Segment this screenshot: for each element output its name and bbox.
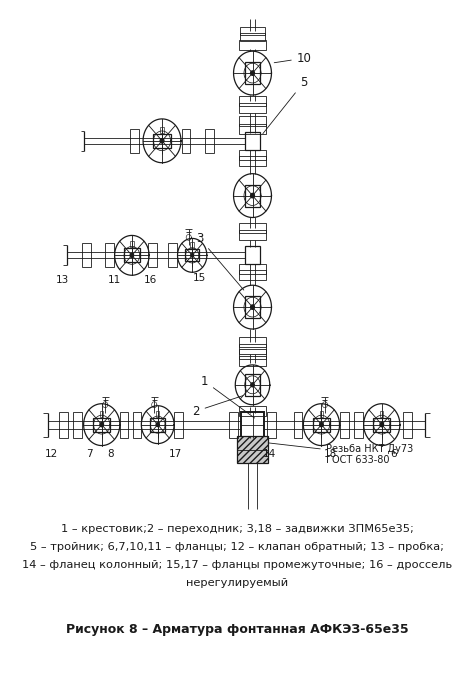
- Bar: [403, 412, 412, 437]
- Bar: [240, 33, 264, 41]
- Text: 1: 1: [201, 375, 255, 418]
- Bar: [105, 244, 114, 267]
- Bar: [182, 129, 191, 153]
- Polygon shape: [319, 422, 323, 427]
- Bar: [245, 132, 260, 150]
- Bar: [148, 244, 157, 267]
- Bar: [245, 296, 260, 318]
- Text: 5: 5: [263, 76, 307, 133]
- Bar: [239, 230, 266, 240]
- Bar: [239, 349, 266, 359]
- Bar: [191, 242, 194, 248]
- Bar: [241, 412, 264, 437]
- Bar: [239, 337, 266, 347]
- Bar: [245, 185, 260, 206]
- Bar: [100, 411, 103, 416]
- Text: 5 – тройник; 6,7,10,11 – фланцы; 12 – клапан обратный; 13 – пробка;: 5 – тройник; 6,7,10,11 – фланцы; 12 – кл…: [30, 542, 444, 552]
- Text: 1 – крестовик;2 – переходник; 3,18 – задвижки ЗПМ65е35;: 1 – крестовик;2 – переходник; 3,18 – зад…: [61, 524, 413, 534]
- Bar: [239, 116, 266, 126]
- Bar: [267, 412, 276, 437]
- Bar: [239, 270, 266, 280]
- Bar: [93, 418, 110, 432]
- Bar: [133, 412, 141, 437]
- Bar: [245, 62, 260, 84]
- Bar: [82, 244, 91, 267]
- Text: 11: 11: [108, 276, 121, 285]
- Bar: [320, 411, 323, 416]
- Bar: [239, 344, 266, 354]
- Bar: [340, 412, 349, 437]
- Text: 8: 8: [107, 449, 114, 458]
- Bar: [237, 435, 268, 464]
- Text: Резьба НКТ Ду73
ГОСТ 633-80: Резьба НКТ Ду73 ГОСТ 633-80: [268, 443, 413, 465]
- Bar: [60, 412, 68, 437]
- Polygon shape: [160, 139, 164, 143]
- Text: 18: 18: [323, 449, 337, 458]
- Bar: [313, 418, 330, 432]
- Bar: [130, 129, 139, 153]
- Polygon shape: [251, 305, 255, 309]
- Bar: [245, 246, 260, 264]
- Bar: [160, 127, 164, 133]
- Polygon shape: [251, 194, 255, 198]
- Bar: [239, 96, 266, 106]
- Text: 12: 12: [45, 449, 58, 458]
- Bar: [239, 356, 266, 366]
- Bar: [156, 411, 159, 416]
- Text: 15: 15: [192, 274, 206, 283]
- Bar: [239, 156, 266, 166]
- Bar: [239, 103, 266, 113]
- Text: 14: 14: [263, 449, 276, 458]
- Text: нерегулируемый: нерегулируемый: [186, 578, 288, 588]
- Bar: [239, 264, 266, 274]
- Bar: [120, 412, 128, 437]
- Polygon shape: [380, 422, 383, 427]
- Bar: [124, 248, 140, 262]
- Text: 16: 16: [144, 276, 157, 285]
- Bar: [239, 40, 266, 50]
- Bar: [205, 129, 214, 153]
- Bar: [380, 411, 383, 416]
- Text: 17: 17: [168, 449, 182, 458]
- Bar: [239, 124, 266, 134]
- Bar: [73, 412, 82, 437]
- Text: 14 – фланец колонный; 15,17 – фланцы промежуточные; 16 – дроссель: 14 – фланец колонный; 15,17 – фланцы про…: [22, 560, 452, 570]
- Bar: [154, 134, 171, 148]
- Polygon shape: [100, 422, 103, 427]
- Polygon shape: [130, 253, 134, 257]
- Bar: [130, 242, 134, 247]
- Bar: [373, 418, 391, 432]
- Bar: [168, 244, 177, 267]
- Text: 3: 3: [197, 232, 244, 290]
- Bar: [229, 412, 238, 437]
- Text: 2: 2: [192, 395, 243, 418]
- Text: Рисунок 8 – Арматура фонтанная АФКЭЗ-65е35: Рисунок 8 – Арматура фонтанная АФКЭЗ-65е…: [66, 623, 408, 636]
- Bar: [239, 150, 266, 160]
- Bar: [150, 418, 165, 432]
- Bar: [294, 412, 302, 437]
- Bar: [174, 412, 182, 437]
- Bar: [185, 249, 199, 261]
- Bar: [245, 374, 260, 396]
- Bar: [239, 223, 266, 234]
- Bar: [240, 27, 264, 35]
- Polygon shape: [156, 422, 159, 427]
- Bar: [354, 412, 363, 437]
- Polygon shape: [251, 71, 255, 75]
- Polygon shape: [191, 254, 194, 257]
- Text: 7: 7: [86, 449, 93, 458]
- Text: 10: 10: [274, 51, 311, 65]
- Polygon shape: [251, 383, 254, 387]
- Text: 13: 13: [56, 276, 70, 285]
- Text: 6: 6: [391, 449, 397, 458]
- Bar: [239, 406, 266, 416]
